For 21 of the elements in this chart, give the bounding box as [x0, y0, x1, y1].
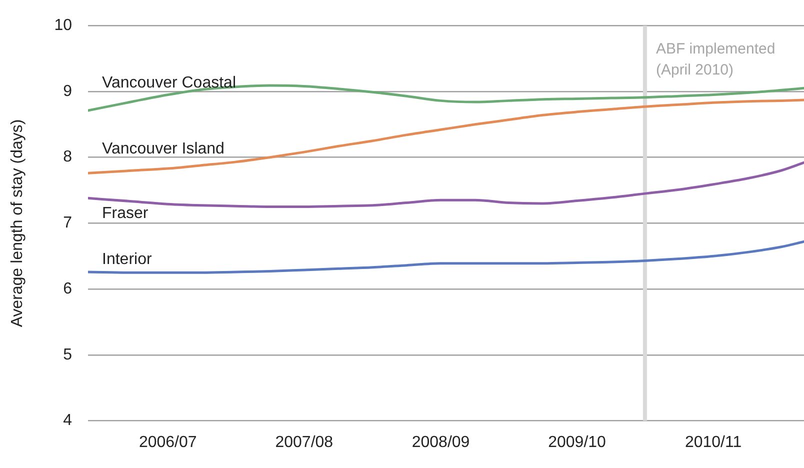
x-tick-label: 2010/11 — [684, 434, 742, 451]
x-tick-label: 2006/07 — [138, 434, 197, 451]
y-tick-label: 7 — [63, 214, 72, 232]
x-tick-label: 2008/09 — [412, 434, 470, 451]
y-tick-label: 9 — [63, 82, 72, 100]
x-tick-label: 2009/10 — [548, 434, 606, 451]
series-label: Interior — [102, 250, 152, 268]
y-tick-label: 5 — [63, 346, 72, 364]
y-tick-label: 6 — [63, 280, 72, 298]
line-series — [88, 240, 804, 274]
y-tick-label: 4 — [63, 412, 72, 430]
series-label: Vancouver Coastal — [102, 74, 236, 92]
y-tick-label: 8 — [63, 148, 72, 166]
series-label: Fraser — [102, 205, 149, 222]
y-tick-label: 10 — [54, 17, 72, 34]
series-label: Vancouver Island — [102, 140, 224, 158]
y-axis-title: Average length of stay (days) — [9, 119, 26, 328]
ref-line-label: ABF implemented (April 2010) — [656, 40, 776, 79]
line-series — [88, 98, 804, 174]
x-tick-label: 2007/08 — [275, 434, 334, 451]
line-series — [88, 161, 804, 208]
